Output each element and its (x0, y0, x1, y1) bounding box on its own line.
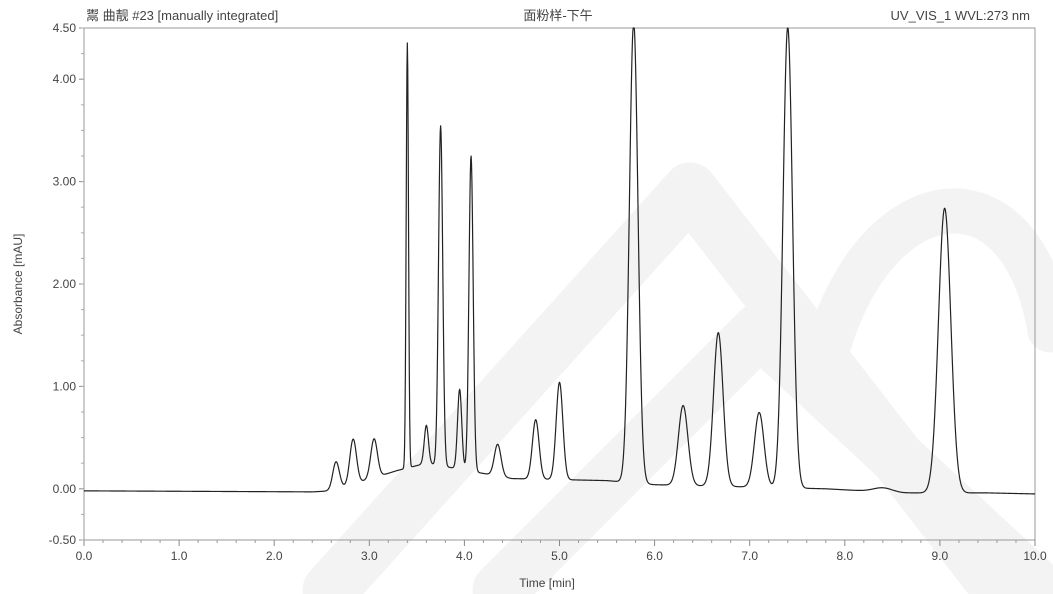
x-tick-label: 4.0 (456, 549, 473, 563)
y-tick-label: 2.00 (53, 277, 77, 291)
chromatogram-trace (83, 27, 1036, 495)
y-tick-label: -0.50 (49, 533, 77, 547)
series-layer (83, 27, 1036, 495)
y-tick-label: 1.00 (53, 379, 77, 393)
x-tick-label: 10.0 (1023, 549, 1047, 563)
y-tick-label: 0.00 (53, 482, 77, 496)
x-tick-label: 0.0 (76, 549, 93, 563)
x-tick-label: 2.0 (266, 549, 283, 563)
x-tick-label: 5.0 (551, 549, 568, 563)
y-tick-label: 4.00 (53, 72, 77, 86)
x-tick-label: 3.0 (361, 549, 378, 563)
x-tick-label: 8.0 (836, 549, 853, 563)
x-axis-label: Time [min] (519, 576, 575, 590)
watermark-logo (302, 162, 1053, 594)
y-axis-ticks: -0.50 0.00 1.00 2.00 3.00 4.00 4.50 (49, 21, 84, 547)
chart-header-left: 鬻 曲靓 #23 [manually integrated] (86, 8, 278, 23)
x-tick-label: 9.0 (932, 549, 949, 563)
x-tick-label: 7.0 (741, 549, 758, 563)
chart-title: 面粉样-下午 (523, 8, 592, 23)
chart-header-right: UV_VIS_1 WVL:273 nm (891, 8, 1030, 23)
x-tick-label: 1.0 (171, 549, 188, 563)
y-axis-label: Absorbance [mAU] (11, 234, 25, 335)
y-tick-label: 4.50 (53, 21, 77, 35)
y-tick-label: 3.00 (53, 175, 77, 189)
x-axis-ticks: 0.0 1.0 2.0 3.0 4.0 5.0 6.0 7.0 8.0 9.0 10.0 (76, 540, 1047, 563)
x-tick-label: 6.0 (646, 549, 663, 563)
